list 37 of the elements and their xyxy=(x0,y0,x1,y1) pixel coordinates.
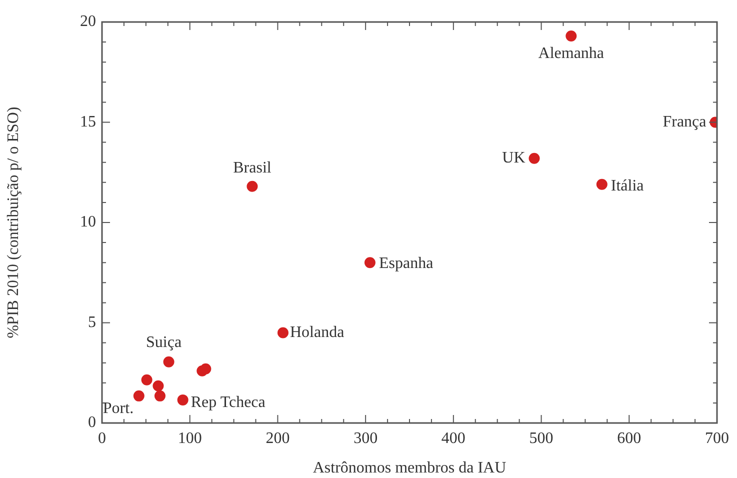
annotation: Holanda xyxy=(290,324,344,341)
point xyxy=(163,356,174,368)
annotation: França xyxy=(662,113,706,130)
x-tick-label: 100 xyxy=(178,430,202,447)
annotation: Suiça xyxy=(146,334,182,352)
x-tick-label: 400 xyxy=(441,430,466,447)
point xyxy=(154,390,166,402)
y-tick-label: 5 xyxy=(88,314,96,331)
point xyxy=(200,363,212,374)
y-tick-label: 10 xyxy=(80,214,96,231)
point xyxy=(566,30,577,42)
y-tick-label: 20 xyxy=(80,13,96,30)
x-tick-label: 500 xyxy=(529,430,554,447)
point xyxy=(364,257,376,268)
annotation: Itália xyxy=(610,178,644,195)
annotation: Brasil xyxy=(233,160,272,177)
annotation: UK xyxy=(502,150,526,167)
x-tick-label: 700 xyxy=(705,430,729,447)
annotation: Espanha xyxy=(378,254,434,272)
point xyxy=(133,390,144,402)
point xyxy=(528,152,540,164)
x-tick-label: 300 xyxy=(354,430,378,447)
annotation: Rep Tcheca xyxy=(190,394,266,412)
x-tick-label: 200 xyxy=(266,430,290,447)
y-axis-title: %PIB 2010 (contribuição p/ o ESO) xyxy=(4,106,22,338)
point xyxy=(141,374,152,386)
point xyxy=(246,180,258,192)
point xyxy=(277,327,288,338)
point xyxy=(596,178,608,190)
annotation: Port. xyxy=(102,400,134,418)
annotation: Alemanha xyxy=(538,45,604,62)
point xyxy=(177,394,188,406)
x-tick-label: 600 xyxy=(617,430,642,447)
y-tick-label: 15 xyxy=(80,113,96,130)
x-axis-title: Astrônomos membros da IAU xyxy=(312,460,507,477)
point xyxy=(152,380,164,392)
y-tick-label: 0 xyxy=(88,414,96,432)
